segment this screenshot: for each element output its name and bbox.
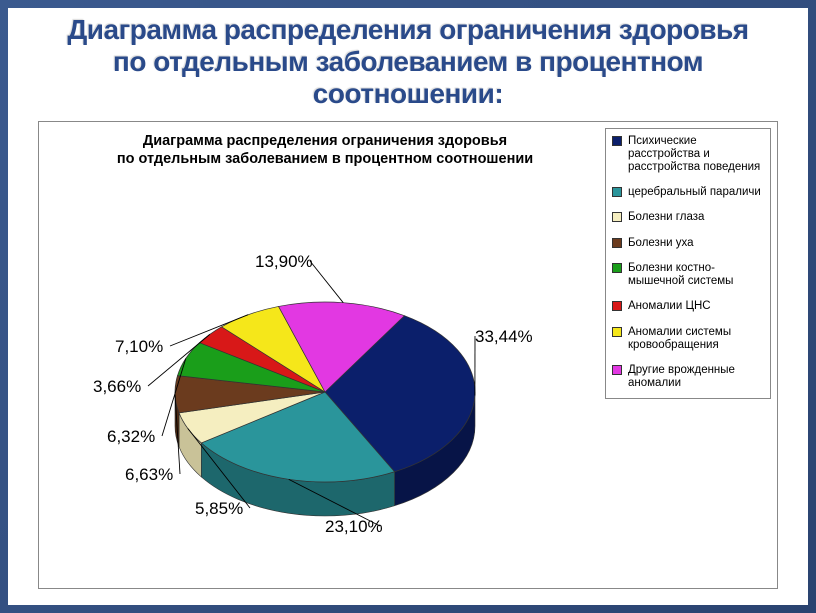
title-line-2: по отдельным заболеванием в процентном с…: [113, 46, 703, 109]
legend-swatch: [612, 136, 622, 146]
legend-swatch: [612, 238, 622, 248]
legend-swatch: [612, 187, 622, 197]
legend-swatch: [612, 212, 622, 222]
subtitle-line-2: по отдельным заболеванием в процентном с…: [117, 151, 533, 167]
legend-item: Аномалии ЦНС: [612, 300, 764, 313]
pie-data-label: 5,85%: [195, 499, 243, 519]
legend-item: Болезни уха: [612, 237, 764, 250]
chart-area: Диаграмма распределения ограничения здор…: [45, 128, 605, 583]
pie-data-label: 3,66%: [93, 377, 141, 397]
legend-label: церебральный параличи: [628, 186, 764, 199]
slide-frame: Диаграмма распределения ограничения здор…: [0, 0, 816, 613]
legend-swatch: [612, 263, 622, 273]
legend-item: Другие врожденные аномалии: [612, 364, 764, 390]
legend-label: Болезни уха: [628, 237, 764, 250]
legend-swatch: [612, 365, 622, 375]
legend-item: Болезни глаза: [612, 211, 764, 224]
chart-subtitle: Диаграмма распределения ограничения здор…: [111, 128, 539, 178]
pie-data-label: 23,10%: [325, 517, 383, 537]
title-line-1: Диаграмма распределения ограничения здор…: [67, 14, 748, 45]
main-title: Диаграмма распределения ограничения здор…: [8, 8, 808, 121]
pie-data-label: 33,44%: [475, 327, 533, 347]
pie-chart: 33,44% 23,10% 5,85% 6,63% 6,32% 3,66% 7,10% 13,…: [45, 177, 605, 582]
legend-swatch: [612, 301, 622, 311]
legend-item: Аномалии системы кровообращения: [612, 326, 764, 352]
pie-data-label: 6,63%: [125, 465, 173, 485]
legend-item: церебральный параличи: [612, 186, 764, 199]
pie-data-label: 6,32%: [107, 427, 155, 447]
legend-swatch: [612, 327, 622, 337]
legend-label: Аномалии ЦНС: [628, 300, 764, 313]
pie-data-label: 13,90%: [255, 252, 313, 272]
legend: Психические расстройства и расстройства …: [605, 128, 771, 400]
legend-label: Аномалии системы кровообращения: [628, 326, 764, 352]
legend-item: Болезни костно-мышечной системы: [612, 262, 764, 288]
legend-item: Психические расстройства и расстройства …: [612, 135, 764, 175]
legend-label: Болезни костно-мышечной системы: [628, 262, 764, 288]
legend-label: Психические расстройства и расстройства …: [628, 135, 764, 175]
legend-label: Другие врожденные аномалии: [628, 364, 764, 390]
chart-container: Диаграмма распределения ограничения здор…: [38, 121, 778, 590]
subtitle-line-1: Диаграмма распределения ограничения здор…: [143, 133, 507, 149]
pie-data-label: 7,10%: [115, 337, 163, 357]
slide-content: Диаграмма распределения ограничения здор…: [8, 8, 808, 605]
legend-label: Болезни глаза: [628, 211, 764, 224]
